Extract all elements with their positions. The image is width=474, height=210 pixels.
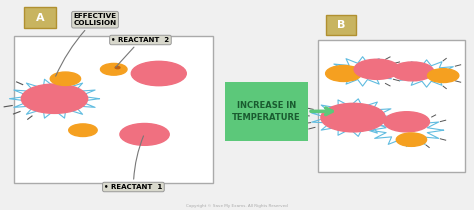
Circle shape [131, 61, 186, 86]
Text: • REACTANT  1: • REACTANT 1 [104, 136, 163, 190]
FancyBboxPatch shape [225, 82, 308, 141]
Text: INCREASE IN
TEMPERATURE: INCREASE IN TEMPERATURE [232, 101, 301, 122]
Circle shape [69, 124, 97, 136]
Circle shape [115, 67, 120, 69]
Circle shape [396, 133, 427, 146]
FancyBboxPatch shape [326, 15, 356, 35]
Text: A: A [36, 13, 44, 23]
FancyBboxPatch shape [14, 36, 213, 183]
FancyBboxPatch shape [24, 7, 56, 28]
Circle shape [354, 59, 400, 79]
Circle shape [321, 103, 385, 132]
Circle shape [384, 112, 429, 132]
Text: EFFECTIVE
COLLISION: EFFECTIVE COLLISION [55, 13, 117, 76]
Text: B: B [337, 20, 345, 30]
FancyBboxPatch shape [318, 40, 465, 172]
Circle shape [391, 62, 434, 81]
Circle shape [120, 123, 169, 145]
Circle shape [50, 72, 81, 85]
Circle shape [100, 63, 127, 75]
Circle shape [21, 84, 88, 113]
Text: • REACTANT  2: • REACTANT 2 [111, 37, 170, 67]
Circle shape [428, 69, 459, 83]
Text: Copyright © Save My Exams. All Rights Reserved: Copyright © Save My Exams. All Rights Re… [186, 204, 288, 208]
Circle shape [326, 66, 362, 81]
